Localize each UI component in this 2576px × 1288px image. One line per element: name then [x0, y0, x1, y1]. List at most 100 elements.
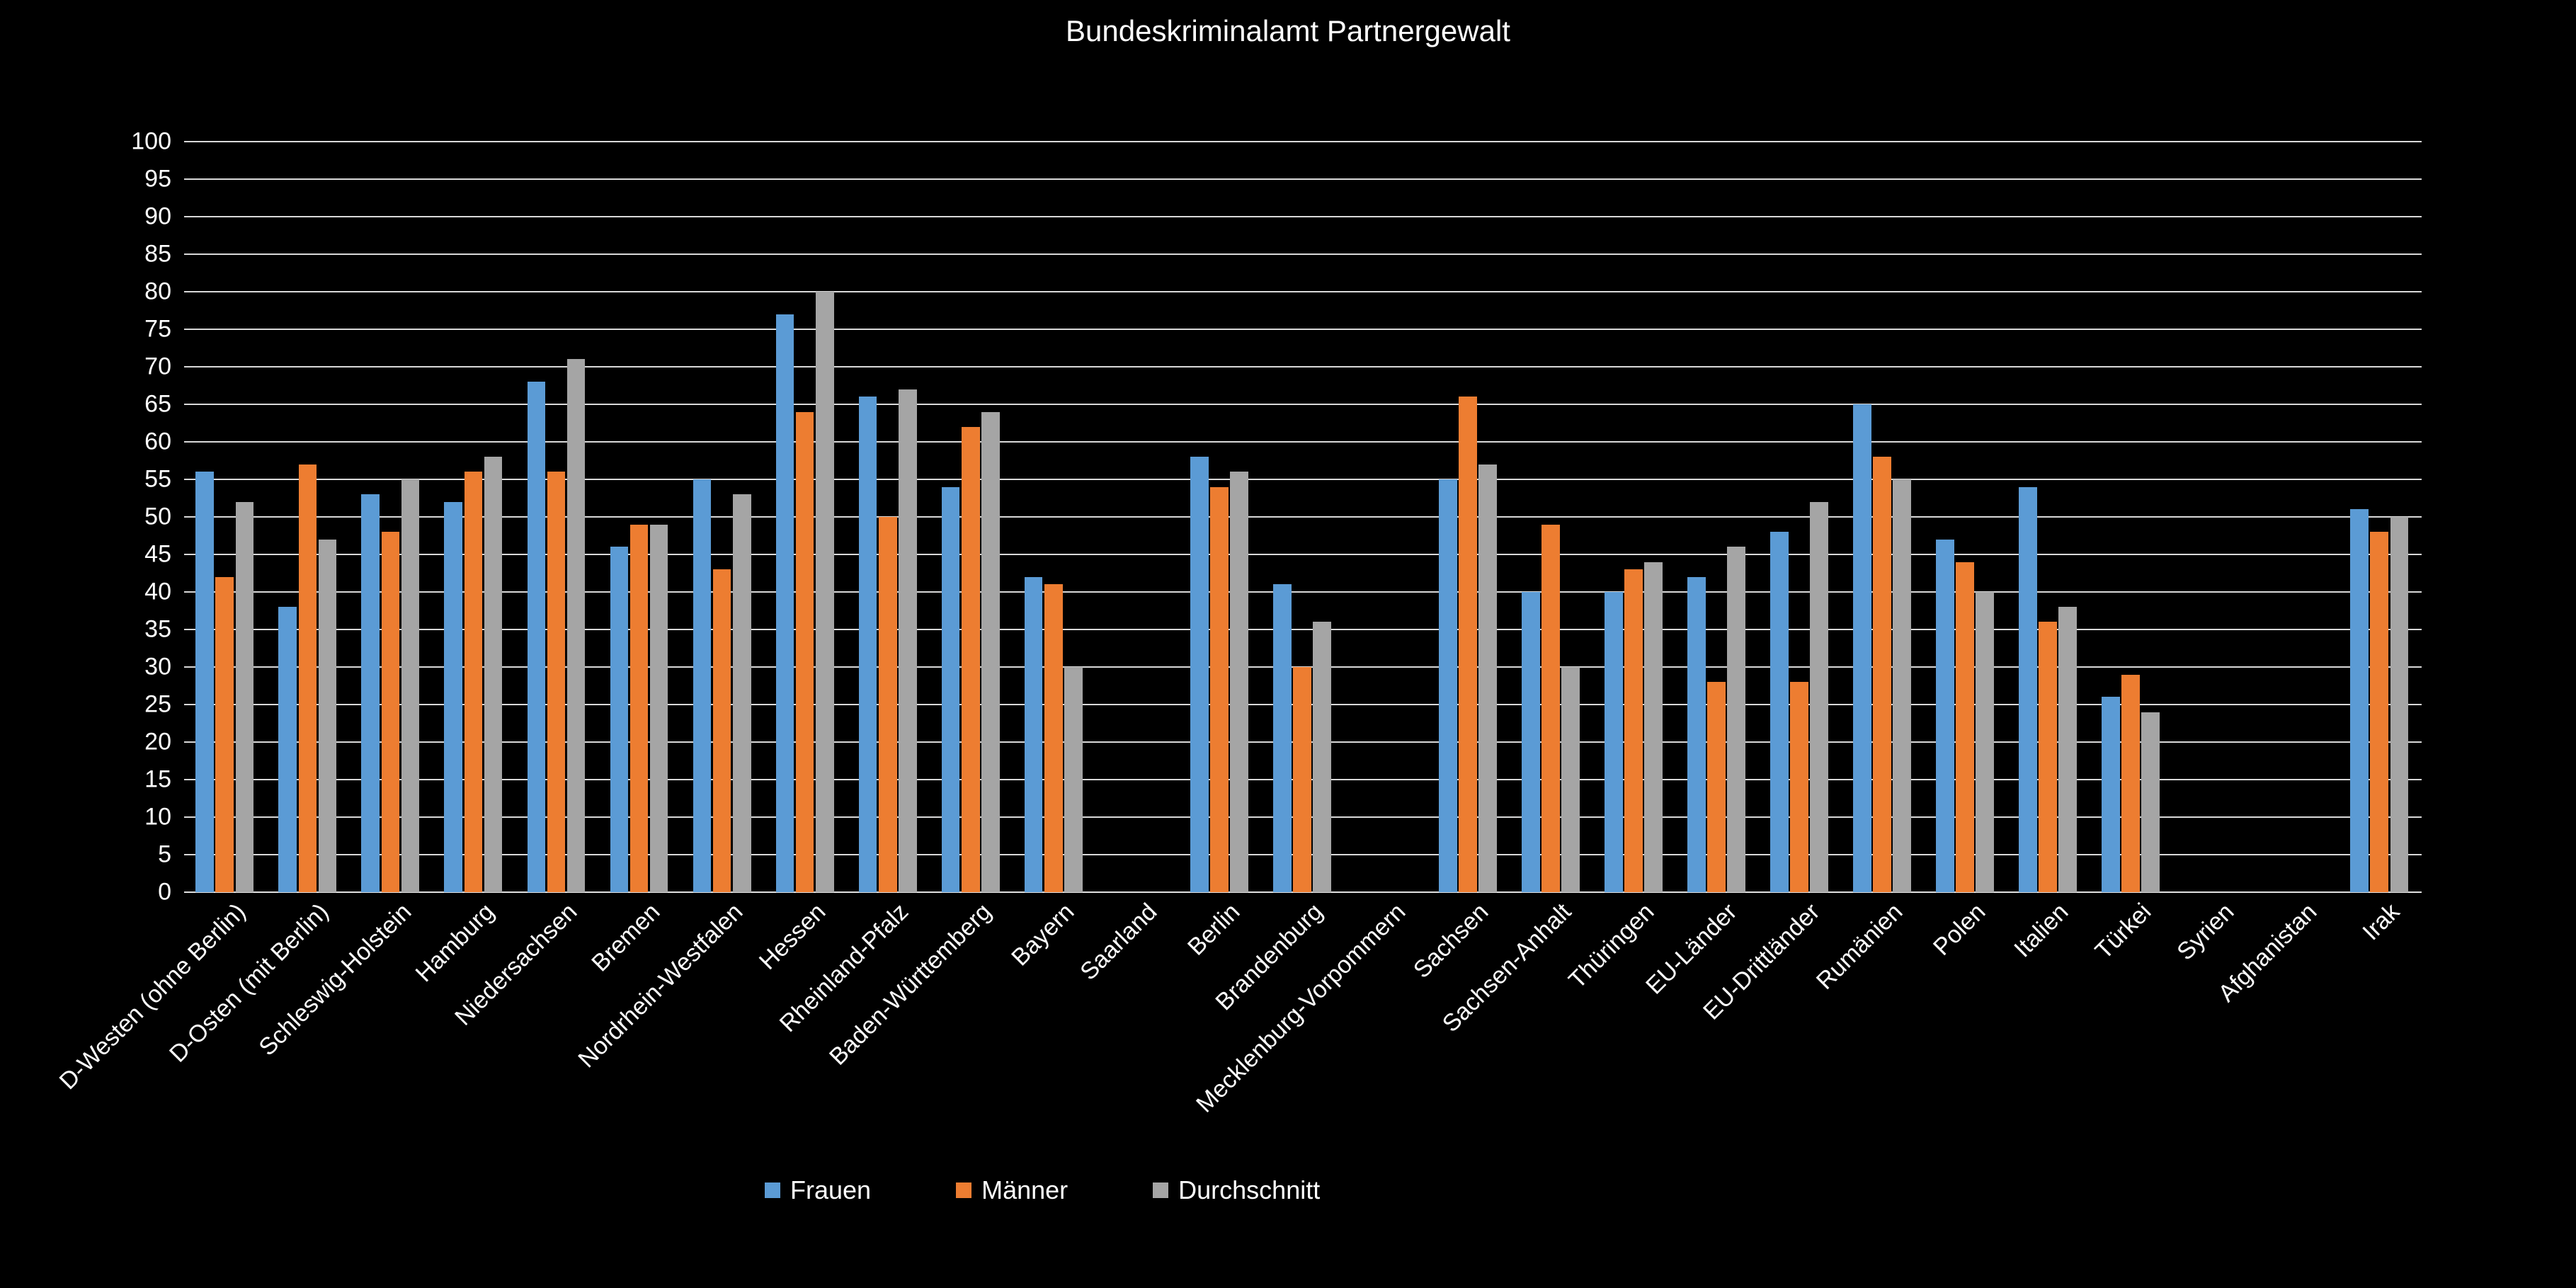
bar: [1853, 404, 1871, 892]
bar: [484, 457, 503, 892]
x-tick-label: Saarland: [1069, 892, 1163, 986]
bar: [567, 359, 586, 892]
bar: [236, 502, 254, 892]
bar: [1064, 667, 1083, 892]
bar: [1644, 562, 1663, 892]
y-tick-label: 80: [144, 278, 184, 306]
gridline: [184, 516, 2422, 518]
bar: [1541, 525, 1560, 892]
y-tick-label: 10: [144, 804, 184, 831]
bar: [278, 607, 297, 892]
gridline: [184, 329, 2422, 330]
plot-area: 0510152025303540455055606570758085909510…: [184, 142, 2422, 892]
y-tick-label: 5: [158, 841, 184, 869]
y-tick-label: 95: [144, 166, 184, 193]
x-tick-label: Irak: [2352, 892, 2405, 946]
legend-swatch: [1153, 1182, 1168, 1198]
bar: [1313, 622, 1331, 892]
gridline: [184, 404, 2422, 405]
y-tick-label: 90: [144, 203, 184, 231]
legend-label: Frauen: [790, 1175, 871, 1205]
bar: [733, 494, 751, 892]
bar: [1190, 457, 1209, 892]
bar: [630, 525, 649, 892]
y-tick-label: 30: [144, 654, 184, 681]
bar: [1561, 667, 1580, 892]
bar: [1025, 577, 1043, 892]
x-tick-label: Rumänien: [1806, 892, 1909, 996]
x-tick-label: Türkei: [2085, 892, 2158, 965]
y-tick-label: 25: [144, 691, 184, 719]
gridline: [184, 441, 2422, 443]
bar: [713, 569, 731, 892]
y-tick-label: 75: [144, 316, 184, 343]
bar: [444, 502, 462, 892]
bar: [1605, 592, 1623, 892]
gridline: [184, 366, 2422, 367]
bar: [1210, 487, 1229, 892]
bar: [1478, 465, 1497, 892]
bar: [2039, 622, 2057, 892]
y-tick-label: 35: [144, 616, 184, 644]
x-tick-label: Syrien: [2166, 892, 2240, 966]
gridline: [184, 216, 2422, 217]
legend-swatch: [765, 1182, 780, 1198]
bar: [2370, 532, 2388, 892]
bar: [1459, 397, 1477, 892]
bar: [1893, 479, 1911, 892]
bar: [1976, 592, 1994, 892]
y-tick-label: 40: [144, 579, 184, 606]
bar: [195, 472, 214, 892]
y-tick-label: 20: [144, 729, 184, 756]
bar: [2019, 487, 2037, 892]
x-tick-label: Bayern: [1001, 892, 1080, 971]
bar: [361, 494, 380, 892]
bar: [879, 517, 897, 892]
bar: [1522, 592, 1540, 892]
legend-item: Durchschnitt: [1153, 1175, 1320, 1205]
gridline: [184, 479, 2422, 480]
chart-container: Bundeskriminalamt Partnergewalt 05101520…: [0, 0, 2576, 1288]
y-tick-label: 55: [144, 466, 184, 494]
bar: [547, 472, 566, 892]
gridline: [184, 253, 2422, 255]
bar: [1770, 532, 1789, 892]
gridline: [184, 554, 2422, 555]
bar: [962, 427, 980, 892]
bar: [899, 389, 917, 892]
bar: [1230, 472, 1248, 892]
legend-item: Männer: [956, 1175, 1068, 1205]
y-tick-label: 45: [144, 541, 184, 569]
bar: [2102, 697, 2120, 892]
bar: [650, 525, 668, 892]
bar: [859, 397, 877, 892]
bar: [981, 412, 1000, 892]
bar: [2350, 509, 2369, 892]
bar: [2121, 675, 2140, 892]
bar: [693, 479, 712, 892]
bar: [2390, 517, 2409, 892]
y-tick-label: 0: [158, 879, 184, 906]
bar: [816, 292, 834, 892]
bar: [1624, 569, 1643, 892]
legend-label: Durchschnitt: [1178, 1175, 1320, 1205]
x-tick-label: Italien: [2003, 892, 2074, 963]
gridline: [184, 591, 2422, 593]
gridline: [184, 178, 2422, 180]
bar: [1810, 502, 1828, 892]
bar: [610, 547, 629, 892]
bar: [2141, 712, 2160, 892]
bar: [1956, 562, 1974, 892]
bar: [299, 465, 317, 892]
bar: [1439, 479, 1457, 892]
bar: [796, 412, 814, 892]
gridline: [184, 141, 2422, 142]
bar: [465, 472, 483, 892]
bar: [215, 577, 234, 892]
x-tick-label: Berlin: [1176, 892, 1246, 962]
legend-label: Männer: [981, 1175, 1068, 1205]
bar: [1936, 540, 1954, 892]
gridline: [184, 291, 2422, 292]
bar: [319, 540, 337, 892]
legend: Frauen Männer Durchschnitt: [765, 1175, 1320, 1205]
